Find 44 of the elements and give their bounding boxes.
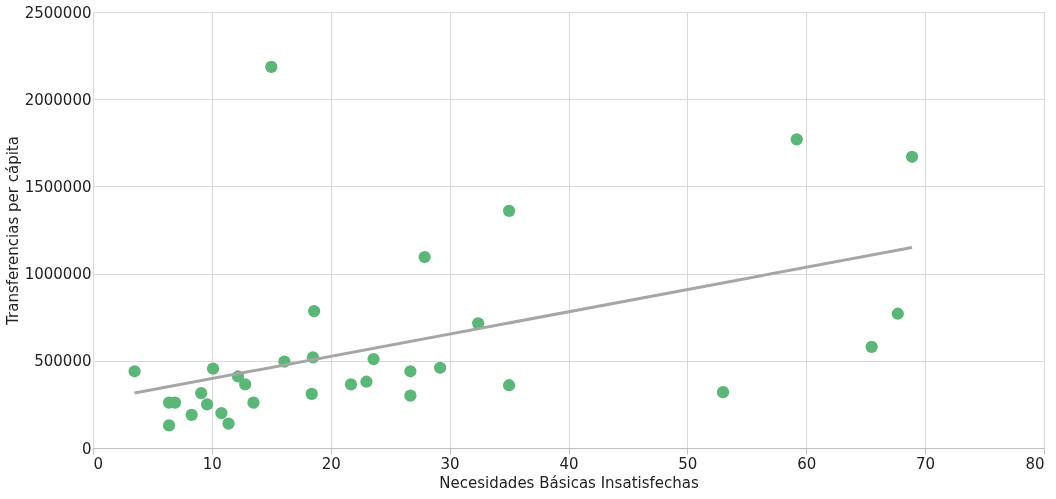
- point: [307, 304, 321, 318]
- point: [239, 378, 252, 391]
- point: [195, 386, 208, 400]
- point: [404, 365, 417, 378]
- y-tick-label: 0: [81, 439, 92, 458]
- x-tick-label: 80: [1025, 454, 1045, 473]
- x-tick-label: 70: [916, 454, 936, 473]
- point: [891, 307, 904, 320]
- point: [222, 417, 235, 430]
- point: [404, 389, 417, 402]
- y-tick-label: 1500000: [24, 177, 92, 196]
- point: [865, 340, 878, 353]
- point: [206, 362, 220, 375]
- x-tick-label: 30: [440, 454, 460, 473]
- point: [344, 378, 358, 391]
- y-tick-label: 500000: [34, 352, 92, 371]
- x-tick-label: 50: [678, 454, 698, 473]
- point: [367, 352, 380, 366]
- x-tick-label: 0: [93, 454, 104, 473]
- point: [905, 150, 919, 163]
- point: [247, 396, 260, 409]
- y-tick-label: 1000000: [24, 265, 92, 284]
- y-axis-title: Transferencias per cápita: [3, 136, 22, 326]
- point: [502, 379, 516, 392]
- point: [215, 407, 228, 420]
- point: [360, 375, 373, 388]
- point: [433, 361, 447, 374]
- x-tick-label: 10: [202, 454, 222, 473]
- point: [201, 398, 214, 411]
- y-tick-label: 2000000: [24, 90, 92, 109]
- point: [305, 387, 318, 401]
- y-tick-label: 2500000: [24, 3, 92, 22]
- point: [265, 60, 278, 74]
- x-tick-label: 60: [797, 454, 817, 473]
- point: [418, 250, 431, 264]
- point: [790, 133, 803, 146]
- x-tick-label: 20: [321, 454, 341, 473]
- point: [162, 419, 176, 432]
- point: [185, 408, 198, 421]
- point: [716, 386, 730, 399]
- x-tick-label: 40: [559, 454, 579, 473]
- x-axis-title: Necesidades Básicas Insatisfechas: [439, 473, 699, 492]
- point: [502, 204, 516, 217]
- point: [128, 365, 141, 378]
